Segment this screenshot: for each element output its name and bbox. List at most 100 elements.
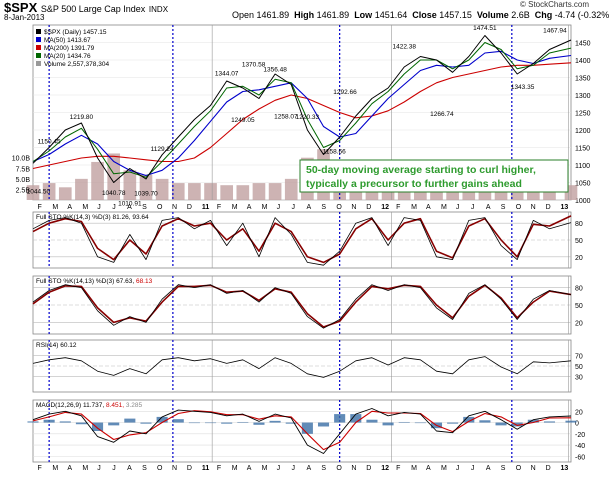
volume-tick-1: 7.5B	[16, 166, 31, 173]
macd-signal-line	[32, 410, 572, 451]
ma200-line	[32, 62, 572, 170]
volume-bar-9	[171, 183, 185, 200]
price-point-label-17: 1474.51	[473, 25, 497, 32]
macd-hist-bar-15	[269, 420, 281, 423]
open-value: 1461.89	[256, 10, 290, 20]
x-axis-label-0-29: J	[471, 204, 475, 211]
x-axis-label-0-10: D	[187, 204, 192, 211]
ma20-line	[32, 42, 572, 178]
x-axis-label-1-27: M	[441, 465, 447, 472]
x-axis-label-0-28: J	[456, 204, 460, 211]
x-axis-label-1-22: D	[366, 465, 371, 472]
ohlc-readout: Open 1461.89 High 1461.89 Low 1451.64 Cl…	[232, 10, 609, 20]
panel-frame-3	[32, 339, 572, 393]
macd-hist-bar-9	[172, 419, 184, 423]
x-axis-label-0-21: N	[351, 204, 356, 211]
chg-label: Chg	[534, 10, 553, 20]
low-label: Low	[354, 10, 373, 20]
volume-bar-16	[284, 178, 298, 200]
volume-tick-2: 5.0B	[16, 177, 31, 184]
volume-bar-15	[268, 183, 282, 200]
volume-bar-0	[26, 185, 40, 200]
panel-1-k-line	[32, 217, 572, 266]
price-y-tick-9: 1450	[575, 41, 591, 48]
macd-hist-bar-6	[124, 418, 136, 423]
x-axis-label-1-9: N	[172, 465, 177, 472]
x-axis-label-1-16: J	[277, 465, 281, 472]
macd-hist-bar-0	[27, 421, 39, 423]
volume-tick-3: 2.5B	[16, 187, 31, 194]
x-axis-label-0-22: D	[366, 204, 371, 211]
x-axis-label-0-13: M	[232, 204, 238, 211]
x-axis-label-1-25: M	[411, 465, 417, 472]
price-point-label-12: 1220.33	[296, 114, 320, 121]
price-y-tick-2: 1100	[575, 163, 590, 170]
price-point-label-14: 1158.66	[323, 149, 346, 156]
x-axis-label-1-23: 12	[381, 465, 389, 472]
panel-1-y-tick-0: 80	[575, 221, 583, 228]
x-axis-label-0-7: S	[142, 204, 147, 211]
x-axis-label-1-10: D	[187, 465, 192, 472]
x-axis-label-1-5: J	[112, 465, 116, 472]
x-axis-label-1-19: S	[321, 465, 326, 472]
x-axis-label-1-2: A	[67, 465, 72, 472]
price-point-label-11: 1258.07	[274, 114, 298, 121]
volume-bar-4	[91, 161, 104, 200]
price-point-label-18: 1343.35	[511, 84, 535, 91]
x-axis-label-1-3: M	[82, 465, 88, 472]
price-point-label-4: 1010.91	[118, 201, 142, 208]
macd-line	[32, 408, 572, 454]
x-axis-label-0-33: N	[531, 204, 536, 211]
macd-hist-bar-8	[156, 416, 168, 423]
x-axis-label-0-0: F	[37, 204, 41, 211]
price-line	[32, 35, 572, 183]
price-point-label-3: 1040.78	[102, 190, 126, 197]
macd-hist-bar-28	[479, 420, 491, 423]
price-y-tick-8: 1400	[575, 58, 591, 65]
chart-title: $SPX S&P 500 Large Cap Index INDX	[4, 0, 168, 15]
macd-hist-bar-19	[334, 414, 346, 423]
x-axis-label-0-14: A	[247, 204, 252, 211]
x-axis-label-0-25: M	[411, 204, 417, 211]
high-value: 1461.89	[316, 10, 350, 20]
volume-bar-2	[58, 187, 72, 200]
price-point-label-19: 1467.94	[543, 28, 567, 35]
volume-bar-11	[204, 183, 217, 200]
legend-swatch-4	[36, 61, 41, 66]
x-axis-label-1-35: 13	[561, 465, 569, 472]
panel-2-y-tick-0: 80	[575, 286, 583, 293]
macd-hist-bar-29	[495, 422, 507, 426]
close-label: Close	[412, 10, 437, 20]
price-point-label-0: 1150.45	[38, 139, 61, 146]
x-axis-label-0-20: O	[336, 204, 342, 211]
x-axis-label-0-8: O	[157, 204, 163, 211]
x-axis-label-0-32: O	[516, 204, 522, 211]
brand-logo: © StockCharts.com	[520, 0, 590, 9]
macd-y-tick-4: -60	[575, 454, 585, 461]
x-axis-label-0-15: M	[262, 204, 268, 211]
x-axis-label-0-18: A	[306, 204, 311, 211]
macd-hist-bar-7	[140, 422, 152, 424]
chg-value: -4.74 (-0.32%)	[554, 10, 609, 20]
macd-hist-bar-27	[463, 416, 475, 423]
price-point-label-8: 1370.58	[242, 62, 266, 69]
volume-tick-0: 10.0B	[12, 156, 31, 163]
macd-hist-bar-10	[188, 422, 200, 424]
legend-entry-4: Volume 2,557,378,304	[44, 61, 109, 68]
panel-2-d-line	[32, 284, 572, 328]
price-y-tick-7: 1350	[575, 76, 591, 83]
x-axis-label-1-12: F	[217, 465, 221, 472]
volume-bar-13	[236, 185, 250, 200]
x-axis-label-0-12: F	[217, 204, 221, 211]
panel-1-d-line	[32, 215, 572, 264]
x-axis-label-0-23: 12	[381, 204, 389, 211]
legend-swatch-0	[36, 29, 41, 34]
macd-legend-hist: 3.285	[126, 402, 143, 409]
price-point-label-2: 1219.80	[70, 114, 94, 121]
x-axis-label-1-28: J	[456, 465, 460, 472]
macd-hist-bar-2	[59, 421, 71, 423]
volume-bar-7	[139, 174, 153, 200]
x-axis-label-0-16: J	[277, 204, 281, 211]
x-axis-label-0-35: 13	[561, 204, 569, 211]
sto1-legend: Full STO %K(14,3) %D(3) 81.26, 93.64	[36, 214, 149, 221]
